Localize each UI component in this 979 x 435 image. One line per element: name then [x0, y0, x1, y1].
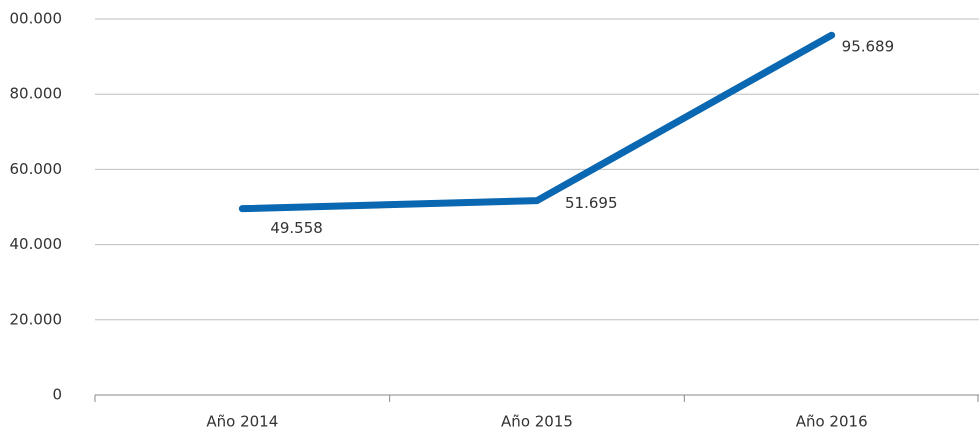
- y-tick-label: 0: [52, 386, 62, 404]
- y-tick-label: 80.000: [10, 85, 63, 103]
- y-tick-label: 20.000: [10, 310, 63, 328]
- x-tick-label: Año 2016: [796, 413, 868, 431]
- data-label: 95.689: [842, 38, 895, 56]
- x-tick-label: Año 2015: [501, 413, 573, 431]
- y-tick-label: 60.000: [10, 160, 63, 178]
- y-tick-label: 00.000: [10, 10, 63, 28]
- line: [238, 31, 836, 213]
- y-tick-label: 40.000: [10, 235, 63, 253]
- data-label: 51.695: [565, 194, 618, 212]
- data-label: 49.558: [270, 219, 323, 237]
- x-tick-label: Año 2014: [206, 413, 278, 431]
